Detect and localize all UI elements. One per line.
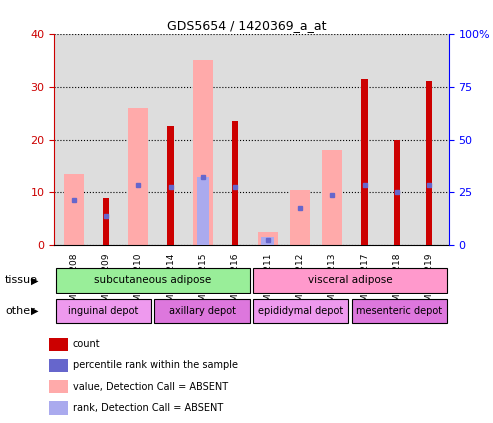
Text: ▶: ▶ [31,306,38,316]
Bar [232,121,239,245]
Bar [128,108,148,245]
Bar [361,79,368,245]
Text: rank, Detection Call = ABSENT: rank, Detection Call = ABSENT [72,403,223,413]
Bar [64,174,84,245]
Text: axillary depot: axillary depot [169,306,236,316]
Bar [49,359,68,372]
Bar [426,81,432,245]
Bar [261,237,274,245]
Bar [49,380,68,393]
FancyBboxPatch shape [352,299,447,324]
Text: epididymal depot: epididymal depot [258,306,343,316]
Bar [257,232,278,245]
Text: GDS5654 / 1420369_a_at: GDS5654 / 1420369_a_at [167,19,326,32]
Bar [193,60,213,245]
Text: tissue: tissue [5,275,38,286]
Bar [49,338,68,351]
Bar [394,140,400,245]
FancyBboxPatch shape [56,268,250,293]
Bar [197,177,209,245]
FancyBboxPatch shape [253,268,447,293]
FancyBboxPatch shape [154,299,250,324]
Bar [290,190,310,245]
FancyBboxPatch shape [253,299,349,324]
Bar [49,401,68,415]
Text: subcutaneous adipose: subcutaneous adipose [94,275,211,285]
Text: ▶: ▶ [31,275,38,286]
FancyBboxPatch shape [56,299,151,324]
Text: value, Detection Call = ABSENT: value, Detection Call = ABSENT [72,382,228,392]
Text: percentile rank within the sample: percentile rank within the sample [72,360,238,371]
Text: visceral adipose: visceral adipose [308,275,392,285]
Text: inguinal depot: inguinal depot [69,306,139,316]
Text: other: other [5,306,35,316]
Text: count: count [72,339,100,349]
Bar [168,126,174,245]
Text: mesenteric depot: mesenteric depot [356,306,442,316]
Bar [103,198,109,245]
Bar [322,150,342,245]
